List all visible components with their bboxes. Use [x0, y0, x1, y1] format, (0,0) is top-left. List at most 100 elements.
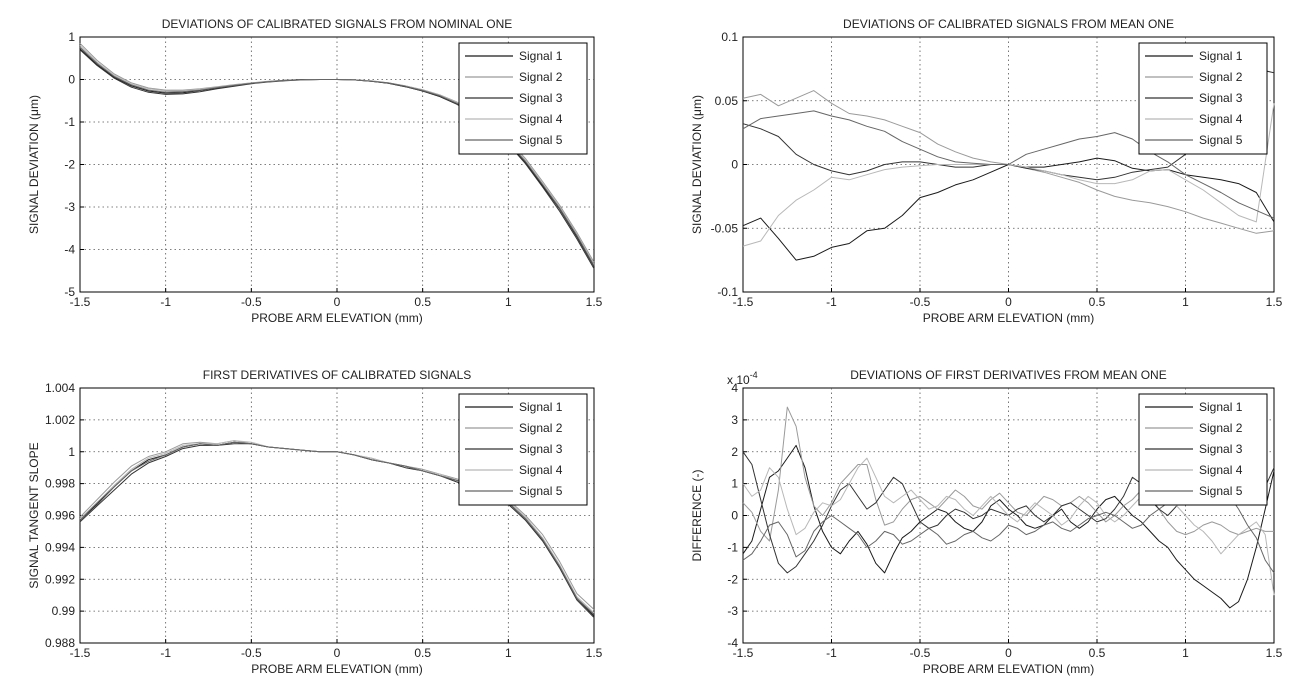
y-tick-label: 0.994 [45, 540, 75, 554]
x-tick-label: -1 [826, 295, 837, 309]
y-tick-label: -4 [64, 243, 75, 257]
chart-panel-3: -1.5 -1 -0.5 0 0.5 1 1.5 0.988 0.99 0.992 0.994 0.9… [27, 368, 603, 676]
y-tick-label: 0.1 [721, 30, 738, 44]
y-tick-label: -4 [727, 636, 738, 650]
x-tick-label: -0.5 [910, 295, 931, 309]
legend: Signal 1 Signal 2 Signal 3 Signal 4 Signal 5 [1138, 42, 1268, 155]
y-tick-label: -2 [64, 158, 75, 172]
legend: Signal 1 Signal 2 Signal 3 Signal 4 Signal 5 [458, 393, 588, 506]
y-tick-label: -0.05 [711, 221, 739, 235]
y-tick-label: -2 [727, 572, 738, 586]
x-axis-label: PROBE ARM ELEVATION (mm) [923, 311, 1095, 325]
x-tick-label: -1 [826, 646, 837, 660]
x-tick-label: 1.5 [586, 295, 603, 309]
legend-entry: Signal 5 [1199, 484, 1243, 498]
legend-entry: Signal 4 [1199, 463, 1243, 477]
legend-entry: Signal 5 [519, 484, 563, 498]
x-tick-label: -1 [160, 295, 171, 309]
chart-title: DEVIATIONS OF CALIBRATED SIGNALS FROM NO… [162, 17, 513, 31]
y-tick-label: 2 [731, 445, 738, 459]
y-axis-multiplier: x 10-4 [727, 370, 758, 387]
chart-title: DEVIATIONS OF CALIBRATED SIGNALS FROM ME… [843, 17, 1174, 31]
y-tick-label: 1 [731, 477, 738, 491]
x-tick-label: 0.5 [414, 295, 431, 309]
y-tick-label: 1 [68, 445, 75, 459]
series-line-signal-4 [742, 457, 1275, 596]
legend-entry: Signal 1 [519, 400, 563, 414]
y-tick-label: 0.998 [45, 477, 75, 491]
y-tick-label: -1 [64, 115, 75, 129]
x-tick-label: 1 [505, 646, 512, 660]
y-tick-label: -3 [64, 200, 75, 214]
legend-entry: Signal 4 [519, 112, 563, 126]
x-tick-label: 1 [505, 295, 512, 309]
legend-entry: Signal 1 [1199, 49, 1243, 63]
y-axis-label: DIFFERENCE (-) [690, 470, 704, 562]
legend: Signal 1 Signal 2 Signal 3 Signal 4 Signal 5 [1138, 393, 1268, 506]
x-axis-label: PROBE ARM ELEVATION (mm) [923, 662, 1095, 676]
y-tick-label: 1 [68, 30, 75, 44]
y-tick-label: 0 [68, 73, 75, 87]
x-tick-label: 0.5 [1089, 295, 1106, 309]
x-tick-label: 1.5 [1266, 295, 1283, 309]
x-tick-label: 0 [334, 295, 341, 309]
x-axis-label: PROBE ARM ELEVATION (mm) [251, 662, 423, 676]
y-tick-label: -3 [727, 604, 738, 618]
x-tick-label: -1.5 [733, 646, 754, 660]
series-line-signal-1 [742, 444, 1275, 609]
x-tick-label: 0.5 [414, 646, 431, 660]
legend-entry: Signal 4 [519, 463, 563, 477]
legend-entry: Signal 3 [1199, 442, 1243, 456]
chart-title: FIRST DERIVATIVES OF CALIBRATED SIGNALS [203, 368, 472, 382]
chart-title: DEVIATIONS OF FIRST DERIVATIVES FROM MEA… [850, 368, 1166, 382]
y-tick-label: 0.988 [45, 636, 75, 650]
x-tick-label: 1 [1182, 295, 1189, 309]
y-axis-label: SIGNAL DEVIATION (μm) [27, 95, 41, 234]
legend-entry: Signal 1 [1199, 400, 1243, 414]
y-tick-label: 4 [731, 381, 738, 395]
y-axis-label: SIGNAL TANGENT SLOPE [27, 442, 41, 588]
x-tick-label: 0.5 [1089, 646, 1106, 660]
y-axis-label: SIGNAL DEVIATION (μm) [690, 95, 704, 234]
y-tick-label: -0.1 [717, 285, 738, 299]
y-tick-label: -1 [727, 540, 738, 554]
chart-panel-1: -1.5 -1 -0.5 0 0.5 1 1.5 -5 -4 -3 -2 -1 0 1 DEVIATIONS… [27, 17, 603, 325]
y-tick-label: 0.99 [52, 604, 76, 618]
y-tick-label: 1.002 [45, 413, 75, 427]
x-tick-label: 0 [1005, 646, 1012, 660]
legend-entry: Signal 2 [519, 421, 563, 435]
y-tick-label: 0.05 [715, 94, 739, 108]
y-tick-label: 3 [731, 413, 738, 427]
y-tick-label: 0 [731, 158, 738, 172]
x-tick-label: -1.5 [70, 646, 91, 660]
y-tick-label: 1.004 [45, 381, 75, 395]
x-tick-label: -0.5 [241, 295, 262, 309]
x-tick-label: 1.5 [586, 646, 603, 660]
legend-entry: Signal 3 [1199, 91, 1243, 105]
y-tick-label: 0.992 [45, 572, 75, 586]
x-tick-label: -0.5 [910, 646, 931, 660]
legend-entry: Signal 4 [1199, 112, 1243, 126]
legend-entry: Signal 5 [1199, 133, 1243, 147]
chart-panel-4: -1.5 -1 -0.5 0 0.5 1 1.5 -4 -3 -2 -1 0 1 2 3 4x 10-4 DEV… [690, 368, 1283, 676]
legend-entry: Signal 3 [519, 91, 563, 105]
series-line-signal-5 [742, 110, 1275, 219]
series-line-signal-2 [742, 406, 1274, 542]
chart-panel-2: -1.5 -1 -0.5 0 0.5 1 1.5 -0.1 -0.05 0 0.05 0.1 DEVIA… [690, 17, 1283, 325]
legend-entry: Signal 1 [519, 49, 563, 63]
legend-entry: Signal 2 [1199, 421, 1243, 435]
x-tick-label: -0.5 [241, 646, 262, 660]
x-tick-label: -1.5 [733, 295, 754, 309]
legend-entry: Signal 2 [519, 70, 563, 84]
y-tick-label: 0.996 [45, 509, 75, 523]
x-tick-label: 1.5 [1266, 646, 1283, 660]
legend-entry: Signal 3 [519, 442, 563, 456]
x-tick-label: 0 [1005, 295, 1012, 309]
legend-entry: Signal 5 [519, 133, 563, 147]
y-tick-label: -5 [64, 285, 75, 299]
x-tick-label: -1 [160, 646, 171, 660]
legend-entry: Signal 2 [1199, 70, 1243, 84]
x-tick-label: -1.5 [70, 295, 91, 309]
legend: Signal 1 Signal 2 Signal 3 Signal 4 Signal 5 [458, 42, 588, 155]
